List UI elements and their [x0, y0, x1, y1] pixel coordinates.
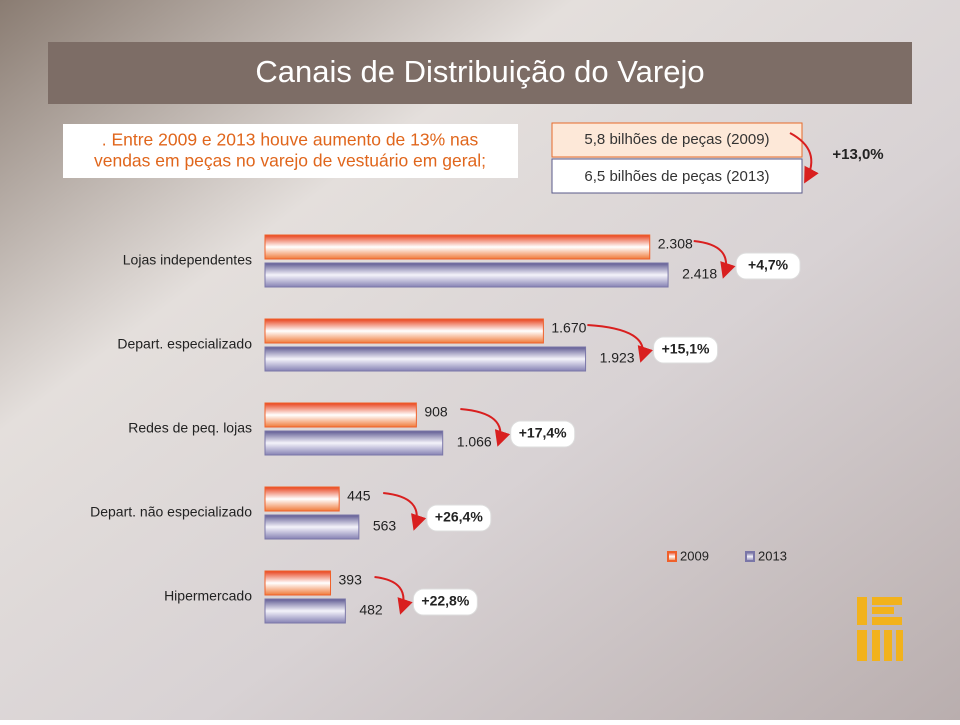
legend-label: 2013	[758, 548, 787, 563]
value-label: 2.418	[682, 266, 717, 282]
growth-label: +15,1%	[662, 341, 710, 357]
bar	[264, 262, 669, 288]
category-label: Depart. especializado	[117, 336, 252, 352]
value-label: 908	[424, 404, 448, 420]
arrow	[693, 240, 736, 279]
value-label: 1.923	[600, 350, 635, 366]
value-label: 393	[339, 572, 363, 588]
bar	[264, 402, 417, 428]
arrow	[789, 132, 819, 184]
growth-label: +26,4%	[435, 509, 483, 525]
summary-text: 6,5 bilhões de peças (2013)	[584, 168, 769, 185]
legend-label: 2009	[680, 548, 709, 563]
growth-label: +4,7%	[748, 257, 789, 273]
legend-swatch	[745, 551, 755, 562]
category-label: Lojas independentes	[123, 252, 252, 268]
category-label: Depart. não especializado	[90, 504, 252, 520]
bar	[264, 430, 444, 456]
bar	[264, 318, 544, 344]
category-label: Hipermercado	[164, 588, 252, 604]
bar	[264, 514, 360, 540]
logo	[857, 597, 903, 661]
arrow	[383, 492, 427, 531]
title-band	[48, 42, 912, 104]
growth-label: +17,4%	[519, 425, 567, 441]
arrow	[374, 576, 413, 615]
growth-label: +22,8%	[421, 593, 469, 609]
category-label: Redes de peq. lojas	[128, 420, 252, 436]
summary-text: 5,8 bilhões de peças (2009)	[584, 131, 769, 148]
bar	[264, 234, 651, 260]
value-label: 445	[347, 488, 371, 504]
bar	[264, 598, 346, 624]
arrow	[587, 324, 653, 363]
value-label: 482	[359, 602, 383, 618]
legend-swatch	[667, 551, 677, 562]
growth-box	[426, 504, 492, 532]
growth-box	[735, 252, 801, 280]
value-label: 1.066	[457, 434, 492, 450]
growth-box	[653, 336, 719, 364]
arrow	[460, 408, 511, 447]
summary-growth: +13,0%	[832, 146, 883, 163]
value-label: 2.308	[658, 236, 693, 252]
bullet-line: vendas em peças no varejo de vestuário e…	[94, 151, 486, 171]
value-label: 1.670	[551, 320, 586, 336]
value-label: 563	[373, 518, 397, 534]
bar	[264, 346, 587, 372]
bar	[264, 486, 340, 512]
summary-box	[551, 158, 803, 194]
bullet-box	[63, 124, 518, 178]
chart-title: Canais de Distribuição do Varejo	[255, 54, 704, 89]
growth-box	[412, 588, 478, 616]
growth-box	[510, 420, 576, 448]
bar	[264, 570, 332, 596]
bullet-line: . Entre 2009 e 2013 houve aumento de 13%…	[102, 130, 479, 150]
